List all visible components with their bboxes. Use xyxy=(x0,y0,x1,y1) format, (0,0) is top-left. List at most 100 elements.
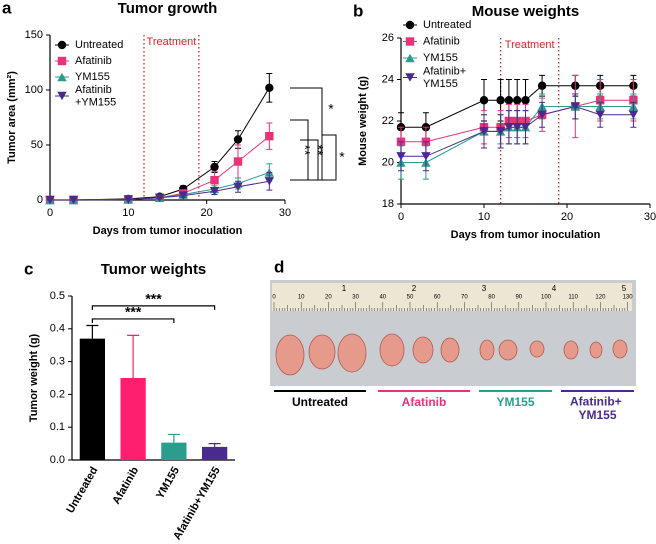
x-tick-label: YM155 xyxy=(154,465,182,501)
marker xyxy=(520,123,531,132)
marker xyxy=(265,83,274,93)
group-label: YM155 xyxy=(496,395,534,409)
marker xyxy=(496,96,505,105)
ruler-label: 110 xyxy=(568,295,578,301)
legend-marker xyxy=(57,56,67,66)
significance: * xyxy=(339,149,345,165)
marker xyxy=(512,123,522,132)
ruler-label: 0 xyxy=(272,295,276,301)
bracket xyxy=(290,87,337,181)
y-tick-label: 0.1 xyxy=(50,421,65,433)
marker xyxy=(123,195,134,204)
significance: ** xyxy=(310,145,326,156)
treatment-label: Treatment xyxy=(147,36,197,48)
marker xyxy=(154,193,165,202)
text-line: Afatinib+ xyxy=(423,65,469,77)
legend-marker xyxy=(57,91,67,101)
ruler-label: 90 xyxy=(515,295,522,301)
x-tick-label: 10 xyxy=(122,207,134,219)
marker xyxy=(504,96,514,105)
y-axis-label: Tumor area (mm²) xyxy=(6,71,18,164)
ruler xyxy=(272,283,632,311)
y-tick-label: 20 xyxy=(382,156,394,168)
legend-marker xyxy=(57,40,67,50)
group-label: Afatinib xyxy=(402,395,447,409)
ruler-major: 5 xyxy=(622,284,627,293)
y-tick-label: 0.0 xyxy=(50,454,65,466)
x-tick-label: 0 xyxy=(398,211,404,223)
marker xyxy=(495,127,506,136)
bar xyxy=(201,446,228,460)
legend-label: YM155 xyxy=(423,52,458,64)
marker xyxy=(210,162,219,172)
x-tick-label: 30 xyxy=(279,207,291,219)
y-axis-label: Mouse weight (g) xyxy=(357,76,369,166)
y-axis-label: Tumor weight (g) xyxy=(28,333,40,422)
marker xyxy=(537,81,547,90)
x-tick-label: 20 xyxy=(561,211,573,223)
marker xyxy=(421,152,431,161)
marker xyxy=(479,96,489,105)
legend-label: Afatinib xyxy=(75,55,112,67)
panel-label: a xyxy=(2,0,12,17)
ruler-label: 20 xyxy=(325,295,332,301)
error-bar xyxy=(208,443,221,447)
marker xyxy=(595,110,605,119)
marker xyxy=(233,157,243,166)
y-tick-label: 18 xyxy=(382,198,394,210)
marker xyxy=(233,182,243,191)
bracket xyxy=(91,305,216,323)
legend-label: Untreated xyxy=(423,19,471,31)
y-tick-label: 26 xyxy=(382,32,394,44)
legend-label: Untreated xyxy=(75,39,123,51)
y-tick-label: 0.5 xyxy=(50,290,65,302)
x-axis-label: Days from tumor inoculation xyxy=(451,229,601,241)
marker xyxy=(265,132,274,141)
significance: ** xyxy=(297,145,313,156)
text-line: YM155 xyxy=(578,408,616,422)
y-tick-label: 22 xyxy=(382,115,394,127)
ruler-label: 80 xyxy=(488,295,495,301)
ruler-label: 100 xyxy=(541,295,552,301)
legend-label: Afatinib +YM155 xyxy=(75,84,116,109)
legend-marker xyxy=(57,72,67,82)
marker xyxy=(264,177,275,186)
ruler-major: 3 xyxy=(482,284,487,293)
marker xyxy=(68,195,79,205)
y-tick-label: 0.2 xyxy=(50,388,65,400)
y-tick-label: 100 xyxy=(25,84,43,96)
marker xyxy=(178,191,188,200)
text-line: +YM155 xyxy=(75,97,116,109)
y-tick-label: 0 xyxy=(37,194,43,206)
text-line: Afatinib+ xyxy=(570,395,625,409)
x-axis-label: Days from tumor inoculation xyxy=(93,225,243,237)
marker xyxy=(504,123,514,132)
x-tick-label: Afatinib xyxy=(110,465,141,507)
ruler-label: 120 xyxy=(595,295,606,301)
ruler-label: 50 xyxy=(407,295,414,301)
x-tick-label: 0 xyxy=(47,207,53,219)
x-tick-label: 30 xyxy=(644,211,656,223)
marker xyxy=(479,127,489,136)
significance: * xyxy=(328,101,334,117)
chart-title: Tumor growth xyxy=(118,0,218,17)
bar xyxy=(120,378,146,460)
marker xyxy=(233,135,243,144)
marker xyxy=(521,96,530,105)
panel-label: d xyxy=(274,257,284,276)
error-bar xyxy=(167,433,180,443)
marker xyxy=(396,152,406,161)
marker xyxy=(628,110,639,119)
group-label: Afatinib+ YM155 xyxy=(570,395,625,423)
x-tick-label: 20 xyxy=(201,207,213,219)
y-tick-label: 0.4 xyxy=(50,323,65,335)
legend-marker xyxy=(405,73,415,82)
legend-marker xyxy=(405,37,415,46)
ruler-label: 60 xyxy=(434,295,441,301)
tumors xyxy=(275,333,628,376)
group-label: Untreated xyxy=(292,395,348,409)
ruler-label: 10 xyxy=(298,295,305,301)
bar xyxy=(79,338,106,460)
error-bar xyxy=(127,334,140,378)
